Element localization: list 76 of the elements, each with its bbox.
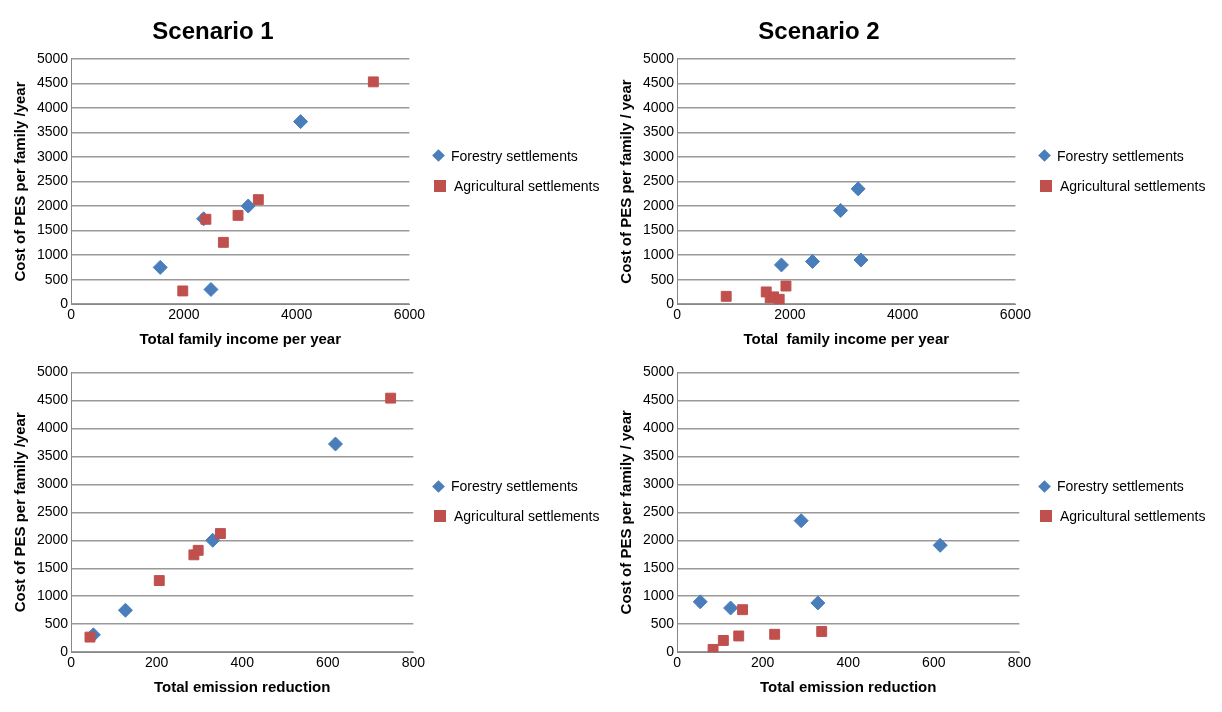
y-tick-label: 0: [666, 295, 675, 312]
y-tick-label: 3500: [642, 447, 675, 464]
legend-label: Agricultural settlements: [454, 508, 600, 524]
y-tick-label: 3000: [36, 147, 69, 164]
legend-label: Agricultural settlements: [454, 177, 600, 194]
x-tick-label: 200: [751, 654, 775, 671]
y-tick-label: 2000: [36, 531, 69, 548]
y-axis-title: Cost of PES per family /year: [11, 412, 29, 613]
x-tick-label: 400: [836, 654, 861, 671]
x-tick-label: 2000: [774, 306, 806, 323]
y-tick-label: 5000: [642, 363, 675, 380]
x-tick-label: 2000: [168, 306, 200, 323]
y-tick-label: 4000: [642, 98, 675, 115]
y-axis-title: Cost of PES per family / year: [617, 79, 635, 284]
legend-label: Agricultural settlements: [1060, 177, 1206, 194]
y-tick-label: 5000: [36, 363, 69, 380]
x-tick-label: 600: [316, 654, 340, 671]
x-axis-title: Total emission reduction: [760, 678, 937, 696]
y-tick-label: 5000: [642, 49, 675, 66]
y-tick-label: 4000: [36, 98, 69, 115]
y-tick-label: 2500: [36, 503, 69, 520]
x-tick-label: 200: [145, 654, 169, 671]
x-axis-title: Total emission reduction: [154, 678, 331, 696]
y-tick-label: 3000: [36, 475, 69, 492]
y-tick-label: 2500: [36, 172, 69, 189]
y-tick-label: 0: [60, 643, 69, 660]
x-tick-label: 800: [1007, 654, 1032, 671]
y-tick-label: 3000: [642, 147, 675, 164]
x-axis-title: Total family income per year: [743, 330, 950, 348]
y-tick-label: 2000: [642, 531, 675, 548]
y-tick-label: 500: [650, 270, 675, 287]
y-tick-label: 3500: [642, 123, 675, 140]
x-axis-title: Total family income per year: [139, 330, 342, 348]
y-tick-label: 4500: [642, 391, 675, 408]
y-axis-title: Cost of PES per family / year: [617, 410, 635, 615]
y-tick-label: 4500: [642, 74, 675, 91]
legend-label: Forestry settlements: [451, 147, 578, 164]
y-tick-label: 3500: [36, 123, 69, 140]
y-tick-label: 3500: [36, 447, 69, 464]
y-tick-label: 4500: [36, 391, 69, 408]
legend-label: Forestry settlements: [1057, 478, 1184, 494]
chart-title: Scenario 2: [758, 17, 880, 45]
y-tick-label: 1000: [36, 587, 69, 604]
y-tick-label: 4000: [642, 419, 675, 436]
y-tick-label: 0: [666, 643, 675, 660]
y-tick-label: 500: [650, 615, 675, 632]
y-tick-label: 1000: [36, 245, 69, 262]
x-tick-label: 400: [230, 654, 255, 671]
y-tick-label: 1500: [36, 559, 69, 576]
x-tick-label: 6000: [393, 306, 426, 323]
legend-label: Agricultural settlements: [1060, 508, 1206, 524]
legend-label: Forestry settlements: [451, 478, 578, 494]
y-tick-label: 1000: [642, 245, 675, 262]
y-tick-label: 2000: [36, 196, 69, 213]
y-tick-label: 2500: [642, 503, 675, 520]
y-tick-label: 3000: [642, 475, 675, 492]
legend-label: Forestry settlements: [1057, 147, 1184, 164]
y-tick-label: 1000: [642, 587, 675, 604]
x-tick-label: 4000: [887, 306, 919, 323]
x-tick-label: 800: [401, 654, 426, 671]
y-tick-label: 1500: [36, 221, 69, 238]
y-tick-label: 500: [44, 270, 69, 287]
y-tick-label: 4500: [36, 74, 69, 91]
x-tick-label: 4000: [281, 306, 313, 323]
x-tick-label: 6000: [999, 306, 1032, 323]
x-tick-label: 600: [922, 654, 946, 671]
y-tick-label: 2500: [642, 172, 675, 189]
y-axis-title: Cost of PES per family /year: [11, 81, 29, 282]
y-tick-label: 5000: [36, 49, 69, 66]
y-tick-label: 500: [44, 615, 69, 632]
y-tick-label: 2000: [642, 196, 675, 213]
chart-title: Scenario 1: [152, 17, 274, 45]
y-tick-label: 0: [60, 295, 69, 312]
y-tick-label: 1500: [642, 221, 675, 238]
y-tick-label: 4000: [36, 419, 69, 436]
y-tick-label: 1500: [642, 559, 675, 576]
